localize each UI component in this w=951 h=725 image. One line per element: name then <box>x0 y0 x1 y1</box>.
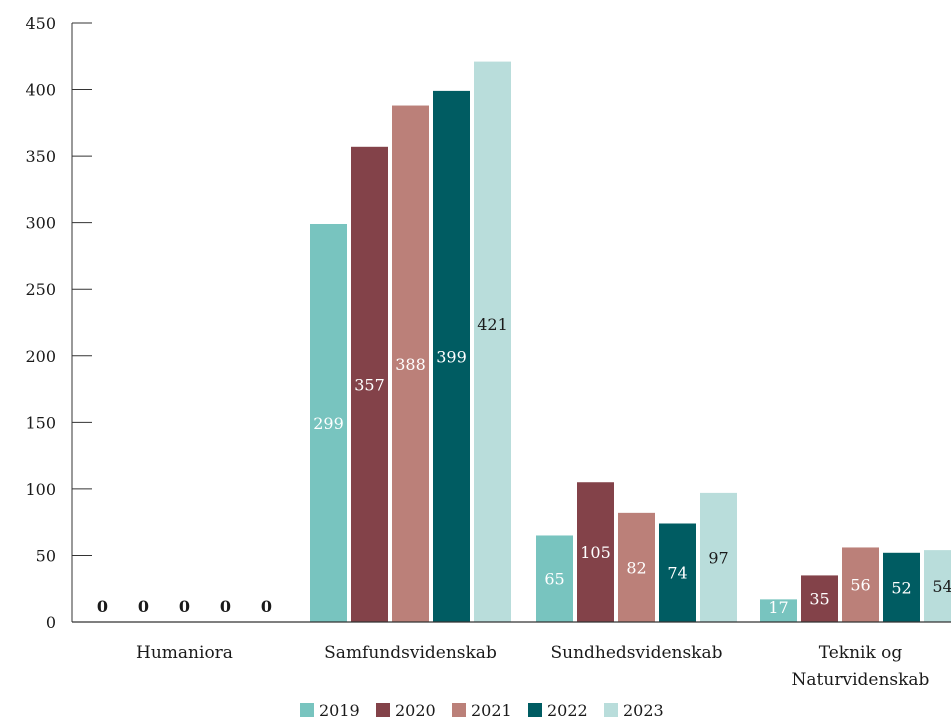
legend-label-2019: 2019 <box>319 701 360 720</box>
category-label: Humaniora <box>136 643 233 663</box>
bar-2020-2 <box>577 482 614 622</box>
data-label-2022-3: 52 <box>891 578 911 597</box>
category-label: Samfundsvidenskab <box>324 643 497 663</box>
data-label-2023-0: 0 <box>261 597 272 616</box>
legend-swatch-2019 <box>300 703 314 717</box>
data-label-2021-2: 82 <box>626 558 646 577</box>
category-label: Teknik og <box>819 643 903 663</box>
data-label-2022-2: 74 <box>667 564 687 583</box>
legend-label-2021: 2021 <box>471 701 512 720</box>
data-label-2020-0: 0 <box>138 597 149 616</box>
y-tick-label: 100 <box>25 480 56 499</box>
bar-2019-1 <box>310 223 347 622</box>
legend-label-2020: 2020 <box>395 701 436 720</box>
legend-label-2023: 2023 <box>623 701 664 720</box>
data-label-2019-0: 0 <box>97 597 108 616</box>
data-label-2023-1: 421 <box>477 315 508 334</box>
data-label-2021-3: 56 <box>850 576 870 595</box>
legend-swatch-2022 <box>528 703 542 717</box>
y-tick-label: 300 <box>25 214 56 233</box>
bar-2021-3 <box>842 547 879 622</box>
bars <box>310 61 951 623</box>
bar-2023-2 <box>700 492 737 622</box>
data-label-2019-3: 17 <box>768 598 788 617</box>
data-label-2023-2: 97 <box>708 548 728 567</box>
bar-2023-3 <box>924 550 951 622</box>
y-tick-label: 50 <box>36 546 56 565</box>
y-tick-label: 450 <box>25 14 56 33</box>
legend: 2019 2020 2021 2022 2023 <box>300 701 664 720</box>
y-tick-label: 150 <box>25 413 56 432</box>
data-label-2021-0: 0 <box>179 597 190 616</box>
bar-2022-2 <box>659 523 696 622</box>
bar-2022-3 <box>883 552 920 622</box>
y-tick-label: 400 <box>25 81 56 100</box>
data-label-2023-3: 54 <box>932 577 951 596</box>
data-labels: 0 0 0 0 0 299 357 388 399 421 65 105 82 74 97 17 35 56 52 5… <box>97 315 951 617</box>
bar-2020-1 <box>351 146 388 622</box>
bar-2023-1 <box>474 61 511 622</box>
data-label-2020-3: 35 <box>809 590 829 609</box>
legend-swatch-2020 <box>376 703 390 717</box>
data-label-2019-2: 65 <box>544 570 564 589</box>
bar-2019-2 <box>536 535 573 622</box>
bar-2021-1 <box>392 105 429 623</box>
x-axis: Humaniora Samfundsvidenskab Sundhedsvidens… <box>72 621 951 690</box>
y-axis: 0 50 100 150 200 250 300 350 400 450 <box>25 14 92 632</box>
bar-2021-2 <box>618 512 655 622</box>
bar-2022-1 <box>433 90 470 623</box>
category-label: Naturvidenskab <box>792 670 930 690</box>
legend-swatch-2023 <box>604 703 618 717</box>
y-tick-label: 350 <box>25 147 56 166</box>
legend-swatch-2021 <box>452 703 466 717</box>
data-label-2020-1: 357 <box>354 375 385 394</box>
data-label-2020-2: 105 <box>580 543 611 562</box>
data-label-2021-1: 388 <box>395 355 426 374</box>
data-label-2022-0: 0 <box>220 597 231 616</box>
data-label-2022-1: 399 <box>436 347 467 366</box>
legend-label-2022: 2022 <box>547 701 588 720</box>
category-label: Sundhedsvidenskab <box>550 643 722 663</box>
bar-2019-3 <box>760 599 797 622</box>
data-label-2019-1: 299 <box>313 414 344 433</box>
y-tick-label: 200 <box>25 347 56 366</box>
bar-2020-3 <box>801 575 838 622</box>
y-tick-label: 0 <box>46 613 56 632</box>
y-tick-label: 250 <box>25 280 56 299</box>
